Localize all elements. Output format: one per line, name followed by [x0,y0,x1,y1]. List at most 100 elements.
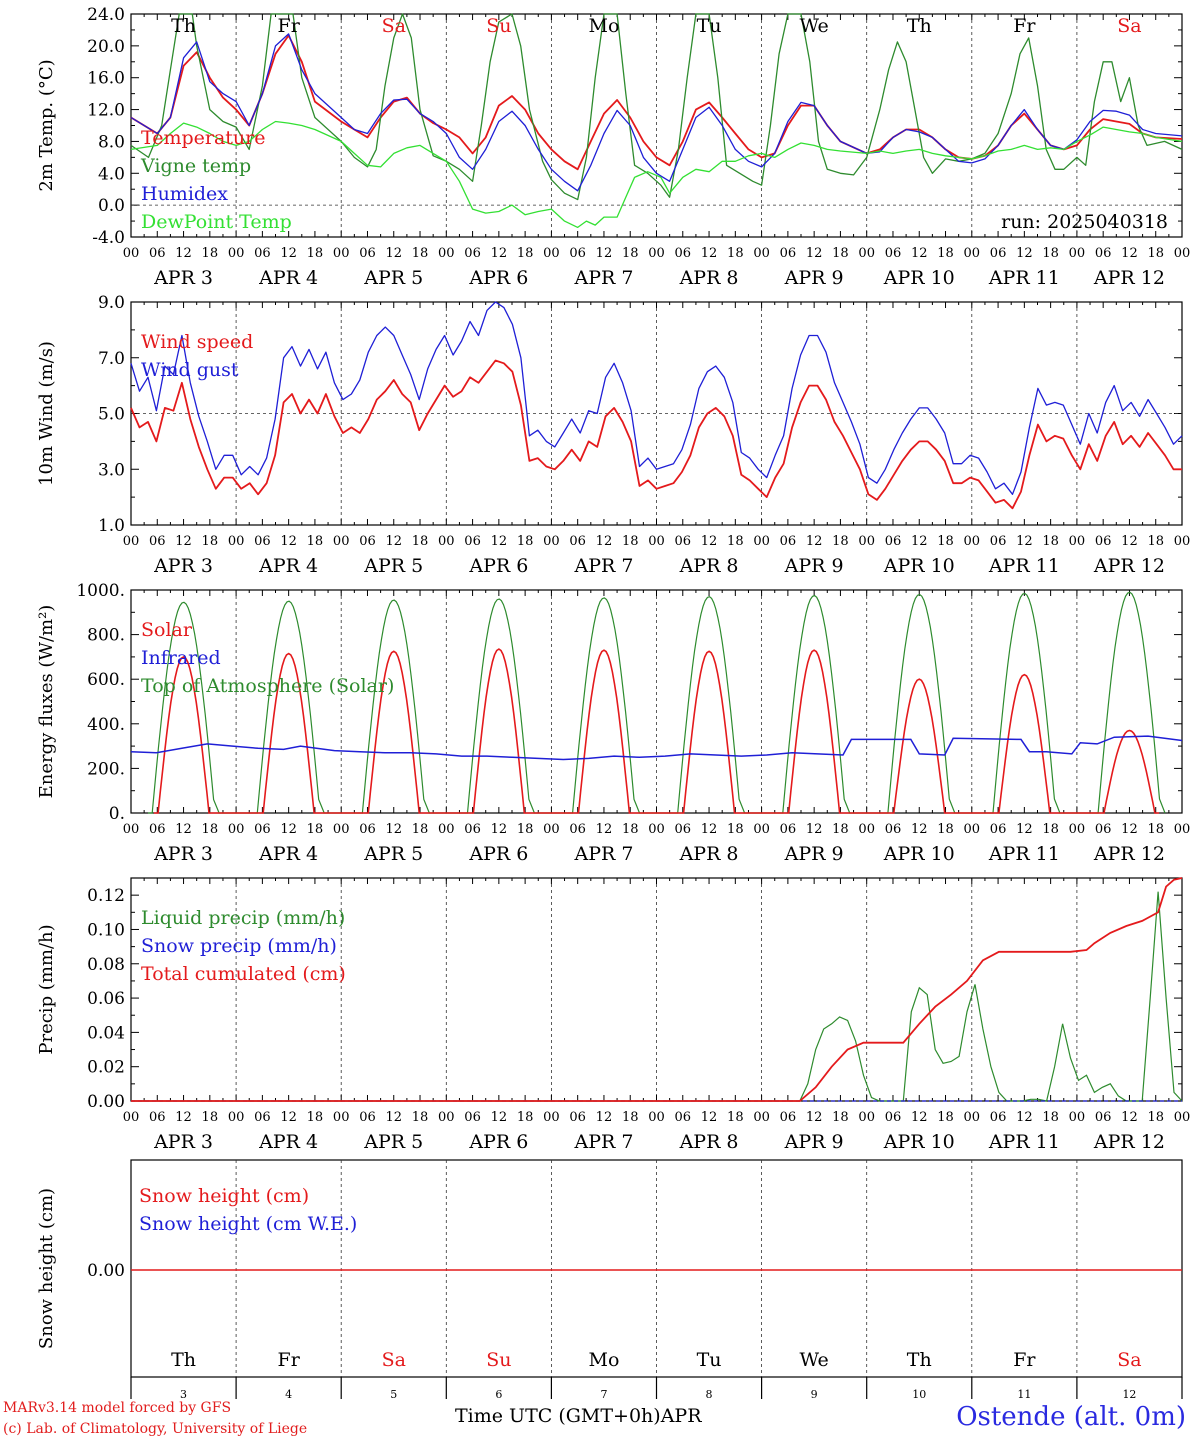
hour-tick-label: 06 [359,534,376,549]
hour-tick-label: 00 [228,246,245,261]
hour-tick-label: 06 [254,246,271,261]
y-tick-label: 7.0 [98,349,125,369]
hour-tick-label: 06 [254,1110,271,1125]
hour-tick-label: 12 [701,1110,718,1125]
y-tick-label: 0.02 [87,1058,125,1078]
hour-tick-label: 12 [701,246,718,261]
hour-tick-label: 18 [937,822,954,837]
hour-tick-label: 00 [753,1110,770,1125]
hour-tick-label: 00 [648,534,665,549]
hour-tick-label: 06 [1095,1110,1112,1125]
hour-tick-label: 00 [753,822,770,837]
panel-frame-2 [130,589,1183,814]
date-label: APR 8 [679,555,739,577]
hour-tick-label: 06 [569,246,586,261]
hour-tick-label: 06 [569,822,586,837]
hour-tick-label: 00 [438,822,455,837]
day-name-label: Fr [1013,1349,1036,1371]
hour-tick-label: 18 [832,246,849,261]
panel-frame-0 [130,13,1183,238]
hour-tick-label: 12 [1016,822,1033,837]
hour-tick-label: 06 [990,822,1007,837]
day-number-label: 10 [912,1388,926,1401]
hour-tick-label: 12 [491,822,508,837]
hour-tick-label: 18 [517,822,534,837]
y-tick-label: 0.00 [87,1261,125,1281]
day-name-label: Fr [278,1349,301,1371]
y-tick-label: 0.08 [87,955,125,975]
hour-tick-label: 06 [464,246,481,261]
hour-tick-label: 06 [990,534,1007,549]
hour-tick-label: 06 [990,246,1007,261]
date-label: APR 11 [988,267,1060,289]
hour-tick-label: 18 [412,822,429,837]
hour-tick-label: 00 [964,246,981,261]
legend-entry: Liquid precip (mm/h) [141,907,345,929]
hour-tick-label: 00 [123,1110,140,1125]
hour-tick-label: 06 [359,1110,376,1125]
run-label: run: 2025040318 [1001,211,1168,233]
hour-tick-label: 12 [175,246,192,261]
lab-credit: (c) Lab. of Climatology, University of L… [3,1421,308,1437]
date-label: APR 10 [883,1131,955,1153]
hour-tick-label: 18 [202,246,219,261]
hour-tick-label: 06 [1095,822,1112,837]
hour-tick-label: 00 [1069,822,1086,837]
date-label: APR 5 [363,1131,423,1153]
hour-tick-label: 00 [648,246,665,261]
hour-tick-label: 18 [1042,822,1059,837]
hour-tick-label: 18 [412,1110,429,1125]
legend-entry: Vigne temp [140,155,251,177]
y-axis-label: Energy fluxes (W/m²) [36,605,57,799]
day-number-label: 5 [390,1388,397,1401]
hour-tick-label: 18 [202,822,219,837]
hour-tick-label: 00 [228,534,245,549]
date-label: APR 7 [573,267,633,289]
y-tick-label: 0.06 [87,989,125,1009]
date-label: APR 6 [468,1131,528,1153]
hour-tick-label: 12 [175,534,192,549]
hour-tick-label: 12 [911,1110,928,1125]
y-axis-label: 10m Wind (m/s) [36,341,57,486]
hour-tick-label: 00 [1069,1110,1086,1125]
hour-tick-label: 00 [1174,1110,1191,1125]
hour-tick-label: 18 [727,246,744,261]
date-label: APR 10 [883,843,955,865]
hour-tick-label: 12 [806,1110,823,1125]
legend-entry: Total cumulated (cm) [141,963,346,985]
hour-tick-label: 06 [254,534,271,549]
day-number-label: 11 [1017,1388,1031,1401]
y-tick-label: 20.0 [87,37,125,57]
hour-tick-label: 12 [1016,246,1033,261]
hour-tick-label: 18 [1042,246,1059,261]
series-line-infrared [130,735,1183,761]
hour-tick-label: 12 [175,1110,192,1125]
hour-tick-label: 06 [254,822,271,837]
hour-tick-label: 18 [412,246,429,261]
hour-tick-label: 00 [1174,822,1191,837]
hour-tick-label: 18 [1042,534,1059,549]
legend-entry: Snow height (cm) [139,1185,309,1207]
date-label: APR 6 [468,267,528,289]
hour-tick-label: 12 [1121,534,1138,549]
date-label: APR 9 [784,1131,844,1153]
y-tick-label: 5.0 [98,405,125,425]
date-label: APR 9 [784,843,844,865]
hour-tick-label: 12 [596,1110,613,1125]
hour-tick-label: 00 [543,822,560,837]
hour-tick-label: 18 [1147,246,1164,261]
y-tick-label: 600. [87,670,125,690]
hour-tick-label: 12 [491,534,508,549]
hour-tick-label: 00 [964,534,981,549]
legend-entry: Wind gust [141,359,239,381]
day-name-label: Fr [1013,15,1036,37]
hour-tick-label: 06 [464,1110,481,1125]
y-tick-label: 1000. [76,581,125,601]
hour-tick-label: 18 [412,534,429,549]
hour-tick-label: 18 [937,246,954,261]
day-name-label: Tu [697,15,722,37]
hour-tick-label: 00 [964,1110,981,1125]
hour-tick-label: 00 [648,1110,665,1125]
day-name-label: Mo [588,1349,619,1371]
hour-tick-label: 18 [832,822,849,837]
